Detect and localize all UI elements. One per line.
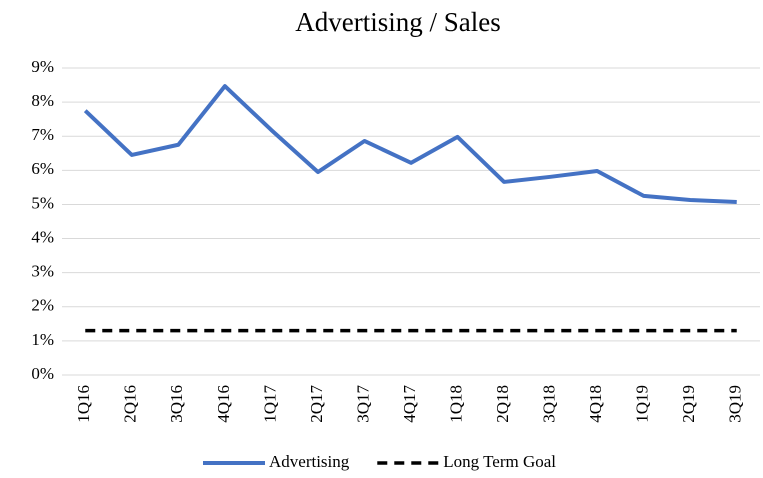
x-tick-label: 3Q17 [353, 385, 372, 423]
x-tick-label: 2Q17 [307, 385, 326, 423]
y-tick-label: 9% [31, 57, 54, 76]
x-tick-label: 1Q17 [260, 385, 279, 423]
x-tick-label: 1Q19 [633, 385, 652, 423]
x-tick-label: 2Q18 [493, 385, 512, 423]
x-tick-label: 3Q19 [726, 385, 745, 423]
x-tick-label: 3Q16 [167, 385, 186, 423]
y-tick-label: 8% [31, 91, 54, 110]
y-tick-label: 1% [31, 330, 54, 349]
x-tick-label: 4Q18 [586, 385, 605, 423]
legend-label: Long Term Goal [443, 452, 556, 471]
chart-title: Advertising / Sales [295, 7, 500, 37]
x-tick-label: 2Q19 [679, 385, 698, 423]
legend-label: Advertising [269, 452, 350, 471]
x-tick-label: 3Q18 [540, 385, 559, 423]
x-tick-label: 1Q16 [74, 385, 93, 423]
y-tick-label: 4% [31, 227, 54, 246]
y-tick-label: 0% [31, 364, 54, 383]
y-tick-label: 5% [31, 193, 54, 212]
y-tick-label: 7% [31, 125, 54, 144]
x-tick-label: 1Q18 [446, 385, 465, 423]
y-tick-label: 2% [31, 296, 54, 315]
x-tick-label: 4Q16 [214, 385, 233, 423]
series-line [83, 84, 737, 205]
y-tick-label: 3% [31, 262, 54, 281]
y-tick-label: 6% [31, 159, 54, 178]
x-tick-label: 2Q16 [121, 385, 140, 423]
x-tick-label: 4Q17 [400, 385, 419, 423]
